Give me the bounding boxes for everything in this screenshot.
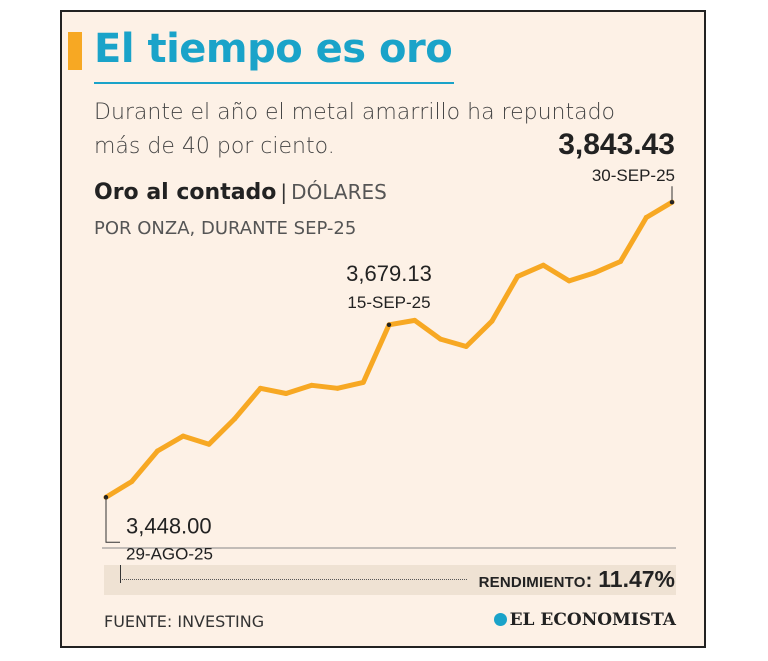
rendimiento-dotted-line — [122, 579, 467, 580]
data-point — [463, 344, 469, 350]
rendimiento-colon: : — [585, 570, 593, 592]
data-point — [540, 262, 546, 268]
chart-title-text: Oro al contado — [94, 180, 277, 205]
chart-title: Oro al contado | DÓLARES — [94, 180, 387, 205]
data-point — [154, 448, 160, 454]
price-line — [103, 199, 675, 500]
title-separator: | — [280, 180, 288, 204]
data-point — [412, 317, 418, 323]
rendimiento-tick — [120, 565, 121, 583]
data-point — [618, 258, 624, 264]
data-point — [309, 382, 315, 388]
annotation-date: 30-SEP-25 — [592, 166, 675, 185]
source-note: FUENTE: INVESTING — [104, 612, 265, 631]
rendimiento-value: 11.47% — [598, 566, 675, 592]
chart-subtitle: POR ONZA, DURANTE SEP-25 — [94, 218, 357, 239]
chart-annotations: 3,448.00 29-AGO-25 3,679.13 15-SEP-25 3,843.… — [103, 128, 675, 563]
annotation-date: 29-AGO-25 — [126, 544, 213, 563]
data-point — [283, 391, 289, 397]
data-point — [206, 441, 212, 447]
data-point — [129, 479, 135, 485]
data-point — [257, 385, 263, 391]
annotation-value: 3,679.13 — [346, 261, 432, 286]
series-line — [103, 199, 675, 500]
annotation-date: 15-SEP-25 — [347, 293, 430, 312]
rendimiento-bar — [104, 565, 676, 595]
rendimiento: RENDIMIENTO: 11.47% — [479, 566, 675, 593]
card-frame — [60, 10, 706, 648]
rendimiento-label: RENDIMIENTO — [478, 574, 586, 591]
page-title: El tiempo es oro — [94, 26, 453, 72]
data-point — [592, 270, 598, 276]
el-economista-logo: EL ECONOMISTA — [493, 610, 676, 630]
annotation-value: 3,448.00 — [126, 513, 212, 538]
data-point — [232, 416, 238, 422]
page-subtitle: Durante el año el metal amarrillo ha rep… — [94, 100, 616, 159]
data-point — [437, 336, 443, 342]
data-point — [515, 273, 521, 279]
annotation-leader — [105, 497, 120, 543]
data-point — [489, 318, 495, 324]
data-point — [360, 379, 366, 385]
annotation-dot — [386, 322, 392, 328]
data-point — [335, 385, 341, 391]
logo-text: EL ECONOMISTA — [509, 610, 676, 630]
data-point — [566, 278, 572, 284]
data-point — [180, 433, 186, 439]
annotation-value: 3,843.43 — [558, 128, 675, 161]
chart-units: DÓLARES — [291, 180, 387, 204]
title-underline — [94, 82, 454, 84]
logo-icon — [493, 613, 507, 626]
data-point — [643, 214, 649, 220]
title-accent-bar — [68, 32, 82, 70]
